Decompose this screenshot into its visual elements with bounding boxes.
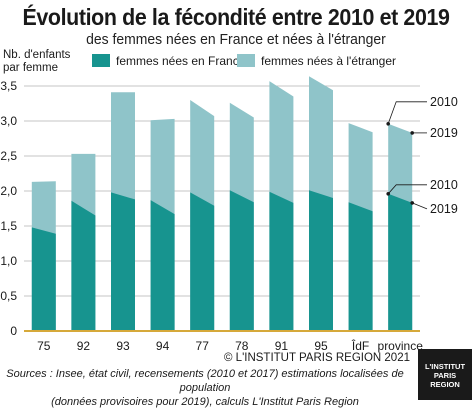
institut-logo: L'INSTITUT PARIS REGION <box>418 349 472 400</box>
y-tick-label: 2,5 <box>0 149 17 163</box>
y-tick-label: 2,0 <box>0 184 17 198</box>
bar-france <box>269 191 294 331</box>
legend-swatch-etranger <box>237 54 255 67</box>
legend-label-france: femmes nées en France <box>116 54 246 68</box>
x-tick-label: 94 <box>156 339 170 353</box>
bar-france <box>150 200 175 331</box>
bar-france <box>31 227 56 331</box>
y-tick-label: 0,5 <box>0 289 17 303</box>
x-tick-label: ÎdF <box>351 338 369 353</box>
annotation-leader <box>387 184 427 195</box>
annotation-label: 2010 <box>430 178 458 192</box>
chart-subtitle: des femmes nées en France et nées à l'ét… <box>86 31 386 48</box>
sources-line-1: Sources : Insee, état civil, recensement… <box>6 368 404 394</box>
copyright: © L'INSTITUT PARIS REGION 2021 <box>224 352 410 364</box>
x-tick-label: 95 <box>314 339 328 353</box>
legend-swatch-france <box>92 54 110 67</box>
x-tick-label: 93 <box>116 339 130 353</box>
logo-line-2: PARIS <box>433 371 457 380</box>
bar-france <box>348 202 373 331</box>
annotation-label: 2019 <box>430 126 458 140</box>
annotation-leader <box>412 202 428 210</box>
y-tick-label: 3,0 <box>0 114 17 128</box>
annotation-label: 2010 <box>430 95 458 109</box>
annotation-leader <box>387 101 427 124</box>
y-tick-label: 3,5 <box>0 79 17 93</box>
bar-france <box>309 190 333 331</box>
legend-item-france: femmes nées en France <box>92 54 245 68</box>
y-tick-label: 1,5 <box>0 219 17 233</box>
x-tick-label: 75 <box>37 339 51 353</box>
logo-line-1: L'INSTITUT <box>424 362 466 371</box>
x-tick-label: 92 <box>77 339 91 353</box>
bar-france <box>229 190 254 331</box>
bar-france <box>71 200 96 331</box>
bar-france <box>111 192 135 331</box>
bar-france <box>190 192 215 331</box>
sources-line-2: (données provisoires pour 2019), calculs… <box>51 396 359 408</box>
legend-label-etranger: femmes nées à l'étranger <box>261 54 397 68</box>
legend-item-etranger: femmes nées à l'étranger <box>237 54 396 68</box>
y-tick-label: 0 <box>10 324 17 338</box>
x-tick-label: province <box>378 339 424 353</box>
x-tick-label: 77 <box>196 339 210 353</box>
logo-line-3: REGION <box>430 380 460 389</box>
y-tick-label: 1,0 <box>0 254 17 268</box>
x-tick-label: 78 <box>235 339 249 353</box>
x-tick-label: 91 <box>275 339 289 353</box>
annotation-label: 2019 <box>430 202 458 216</box>
y-axis-label: Nb. d'enfants par femme <box>3 49 71 74</box>
chart-title: Évolution de la fécondité entre 2010 et … <box>22 4 450 30</box>
bar-chart: 0 0,5 1,0 1,5 2,0 2,5 3,0 3,5 75 92 93 94 77 78 91 95 Îd… <box>0 76 458 353</box>
bar-france <box>388 193 413 331</box>
sources-note: Sources : Insee, état civil, recensement… <box>4 367 406 409</box>
